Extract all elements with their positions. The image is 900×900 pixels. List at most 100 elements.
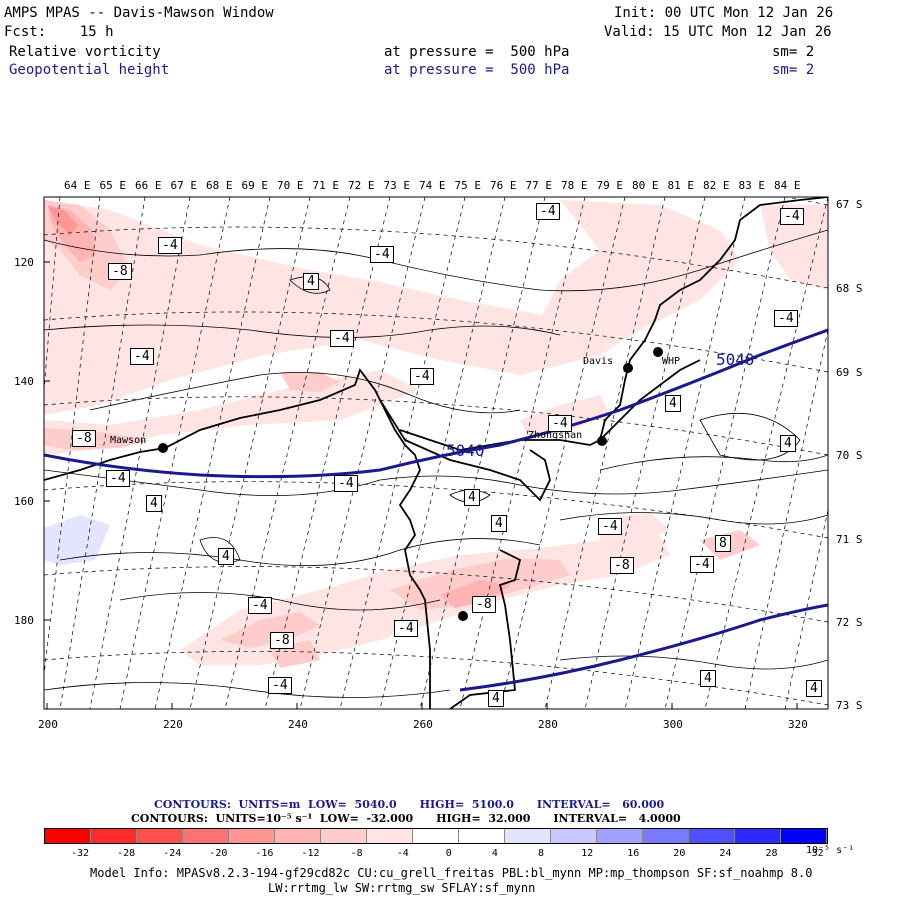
vorticity-label: 4 [665,395,681,412]
longitude-label: 71 E [312,179,340,192]
field1-smoothing: sm= 2 [772,44,815,60]
davis-marker [623,363,633,373]
station-label-whp: WHP [662,356,681,367]
map-title: AMPS MPAS -- Davis-Mawson Window [4,5,274,21]
colorbar-label: -8 [350,848,363,859]
colorbar-swatch [229,829,275,843]
vorticity-label: -4 [248,597,272,614]
colorbar-swatch [689,829,735,843]
longitude-label: 77 E [525,179,553,192]
colorbar-swatch [367,829,413,843]
colorbar-unit: 10⁻⁵ s⁻¹ [806,845,855,856]
colorbar-label: -32 [71,848,90,859]
mawson-marker [158,443,168,453]
longitude-label: 78 E [561,179,588,192]
colorbar-label: -20 [209,848,228,859]
y-tick-label: 120 [14,256,34,269]
station-label-zhongshan: Zhongshan [528,430,583,441]
height-contour-legend: CONTOURS: UNITS=m LOW= 5040.0 HIGH= 5100… [154,798,665,811]
colorbar-swatch [505,829,551,843]
longitude-label: 73 E [383,179,411,192]
latitude-label: 70 S [836,449,863,462]
vorticity-label: 8 [715,535,731,552]
vorticity-label: 4 [700,670,716,687]
colorbar-swatch [91,829,137,843]
colorbar-label: -12 [301,848,320,859]
vorticity-label: -4 [598,518,622,535]
latitude-label: 67 S [836,198,863,211]
vorticity-label: -4 [268,677,292,694]
latitude-label: 71 S [836,533,863,546]
model-info-line2: LW:rrtmg_lw SW:rrtmg_sw SFLAY:sf_mynn [268,881,536,895]
extra-station-marker [458,611,468,621]
x-axis-ticks [46,703,798,709]
colorbar-label: 28 [765,848,778,859]
vorticity-label: -4 [548,415,572,432]
x-tick-label: 320 [788,718,808,731]
vorticity-label: 4 [491,515,507,532]
colorbar-label: 8 [538,848,545,859]
longitude-label: 66 E [135,179,162,192]
vorticity-label: -4 [106,470,130,487]
longitude-label: 81 E [667,179,695,192]
colorbar-label: 4 [491,848,498,859]
colorbar-label: 12 [581,848,594,859]
whp-marker [653,347,663,357]
height-contours [44,328,828,692]
vorticity-label: -4 [334,475,358,492]
x-tick-label: 220 [163,718,183,731]
x-tick-label: 280 [538,718,558,731]
colorbar-swatch [735,829,781,843]
colorbar-swatch [321,829,367,843]
latitude-label: 69 S [836,366,863,379]
vorticity-label: 4 [218,548,234,565]
x-tick-label: 200 [38,718,58,731]
vorticity-label: -4 [780,208,804,225]
longitude-label: 69 E [241,179,269,192]
field1-name: Relative vorticity [9,44,161,60]
vorticity-label: 4 [464,489,480,506]
colorbar-swatch [413,829,459,843]
vorticity-label: 4 [303,273,319,290]
forecast-hour: Fcst: 15 h [4,24,114,40]
colorbar-swatch [275,829,321,843]
vorticity-shading [44,200,828,668]
vorticity-label: -4 [410,368,434,385]
colorbar-swatch [45,829,91,843]
vorticity-label: -8 [108,263,132,280]
vorticity-label: -8 [270,632,294,649]
longitude-label: 64 E [64,179,91,192]
vorticity-label: 4 [806,680,822,697]
colorbar [44,828,828,844]
colorbar-swatch [643,829,689,843]
colorbar-label: 32 [811,848,824,859]
vorticity-label: -8 [472,596,496,613]
colorbar-swatch [597,829,643,843]
plot-frame [43,196,829,710]
vorticity-contours [44,229,828,698]
y-tick-label: 140 [14,375,34,388]
vorticity-label: -4 [536,203,560,220]
coastline [44,197,828,709]
field2-level: at pressure = 500 hPa [384,62,570,78]
colorbar-swatch [137,829,183,843]
x-tick-label: 240 [288,718,308,731]
colorbar-label: 24 [719,848,732,859]
longitude-label: 84 E [774,179,801,192]
longitude-label: 70 E [277,179,304,192]
x-tick-label: 300 [663,718,683,731]
valid-time: Valid: 15 UTC Mon 12 Jan 26 [604,24,832,40]
colorbar-swatch [183,829,229,843]
latitude-label: 72 S [836,616,863,629]
vorticity-label: -4 [690,556,714,573]
colorbar-swatch [459,829,505,843]
height-label: 5040 [446,441,485,460]
station-label-davis: Davis [583,356,614,367]
colorbar-label: 16 [627,848,640,859]
vorticity-label: -8 [72,430,96,447]
vorticity-label: 4 [780,435,796,452]
y-tick-label: 180 [14,614,34,627]
vorticity-label: -4 [394,620,418,637]
vorticity-contour-legend: CONTOURS: UNITS=10⁻⁵ s⁻¹ LOW= -32.000 HI… [131,812,681,825]
zhongshan-marker [597,436,607,446]
